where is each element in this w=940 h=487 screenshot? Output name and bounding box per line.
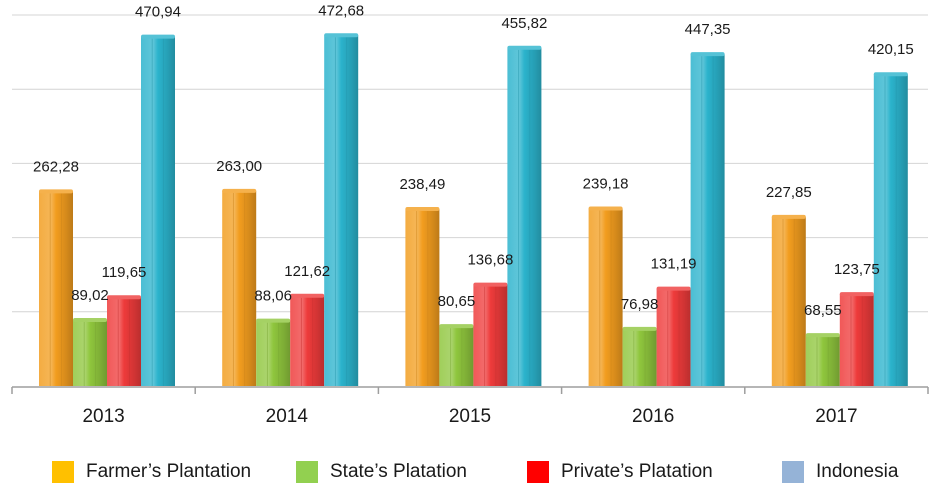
- bar-cap: [256, 318, 291, 323]
- data-label: 121,62: [284, 263, 330, 280]
- data-label: 263,00: [216, 158, 262, 175]
- data-label: 472,68: [318, 2, 364, 19]
- legend-swatch: [782, 461, 804, 483]
- bar: [622, 328, 657, 386]
- x-tick-label: 2017: [815, 406, 857, 427]
- x-tick-label: 2016: [632, 406, 674, 427]
- data-label: 227,85: [766, 184, 812, 201]
- data-label: 420,15: [868, 41, 914, 58]
- bars: [39, 33, 908, 387]
- bar-cap: [73, 317, 107, 322]
- bar: [588, 208, 623, 386]
- bar: [507, 47, 542, 387]
- x-tick-label: 2013: [82, 406, 124, 427]
- bar: [805, 335, 840, 386]
- data-label: 89,02: [71, 287, 109, 304]
- data-label: 123,75: [834, 261, 880, 278]
- bar-cap: [588, 206, 623, 211]
- bar: [690, 54, 725, 387]
- legend: Farmer’s Plantation State’s Platation Pr…: [0, 455, 940, 487]
- data-label: 239,18: [583, 176, 629, 193]
- bar: [290, 295, 325, 386]
- bar-cap: [839, 292, 874, 297]
- legend-label: Indonesia: [816, 461, 899, 482]
- data-label: 80,65: [438, 293, 476, 310]
- data-labels: 262,28 89,02 119,65 470,94 263,00 88,06 121,62…: [33, 2, 914, 319]
- bar: [839, 294, 874, 386]
- bar: [771, 216, 806, 386]
- data-label: 262,28: [33, 158, 79, 175]
- bar-cap: [141, 34, 175, 39]
- bar: [222, 190, 257, 386]
- data-label: 76,98: [621, 296, 659, 313]
- x-axis: 2013 2014 2015 2016 2017: [11, 386, 929, 427]
- legend-item-privates-platation: Private’s Platation: [527, 461, 713, 483]
- bar: [873, 74, 908, 386]
- bar-cap: [473, 282, 508, 287]
- bar: [256, 320, 291, 386]
- bar-cap: [805, 333, 840, 338]
- legend-item-states-platation: State’s Platation: [296, 461, 467, 483]
- bar-chart: 262,28 89,02 119,65 470,94 263,00 88,06 121,62…: [11, 2, 929, 427]
- data-label: 470,94: [135, 4, 181, 21]
- bar-cap: [405, 207, 440, 212]
- legend-swatch: [296, 461, 318, 483]
- legend-swatch: [527, 461, 549, 483]
- bar-cap: [324, 33, 359, 38]
- bar-cap: [107, 295, 141, 300]
- bar-cap: [222, 188, 257, 193]
- x-tick-label: 2015: [449, 406, 491, 427]
- bar: [141, 36, 175, 386]
- legend-label: Farmer’s Plantation: [86, 461, 252, 482]
- legend-item-farmers-plantation: Farmer’s Plantation: [52, 461, 251, 483]
- bar: [439, 326, 474, 386]
- bar: [73, 319, 107, 386]
- bar: [39, 191, 73, 386]
- data-label: 131,19: [651, 256, 697, 273]
- legend-label: Private’s Platation: [561, 461, 713, 482]
- data-label: 119,65: [102, 264, 147, 281]
- bar-cap: [39, 189, 73, 194]
- bar: [656, 288, 691, 386]
- data-label: 238,49: [399, 176, 445, 193]
- data-label: 68,55: [804, 302, 842, 319]
- legend-item-indonesia: Indonesia: [782, 461, 898, 483]
- data-label: 88,06: [254, 288, 292, 305]
- bar: [324, 35, 359, 387]
- legend-swatch: [52, 461, 74, 483]
- bar-cap: [873, 72, 908, 77]
- bar-cap: [439, 324, 474, 329]
- bar-cap: [771, 214, 806, 219]
- bar: [405, 209, 440, 386]
- data-label: 447,35: [685, 21, 731, 38]
- bar: [107, 297, 141, 386]
- x-tick-label: 2014: [266, 406, 309, 427]
- bar-cap: [656, 286, 691, 291]
- bar-cap: [290, 293, 325, 298]
- legend-label: State’s Platation: [330, 461, 467, 482]
- bar-cap: [507, 45, 542, 50]
- bar: [473, 284, 508, 386]
- data-label: 455,82: [501, 15, 547, 32]
- bar-cap: [622, 326, 657, 331]
- bar-cap: [690, 52, 725, 57]
- data-label: 136,68: [467, 252, 513, 269]
